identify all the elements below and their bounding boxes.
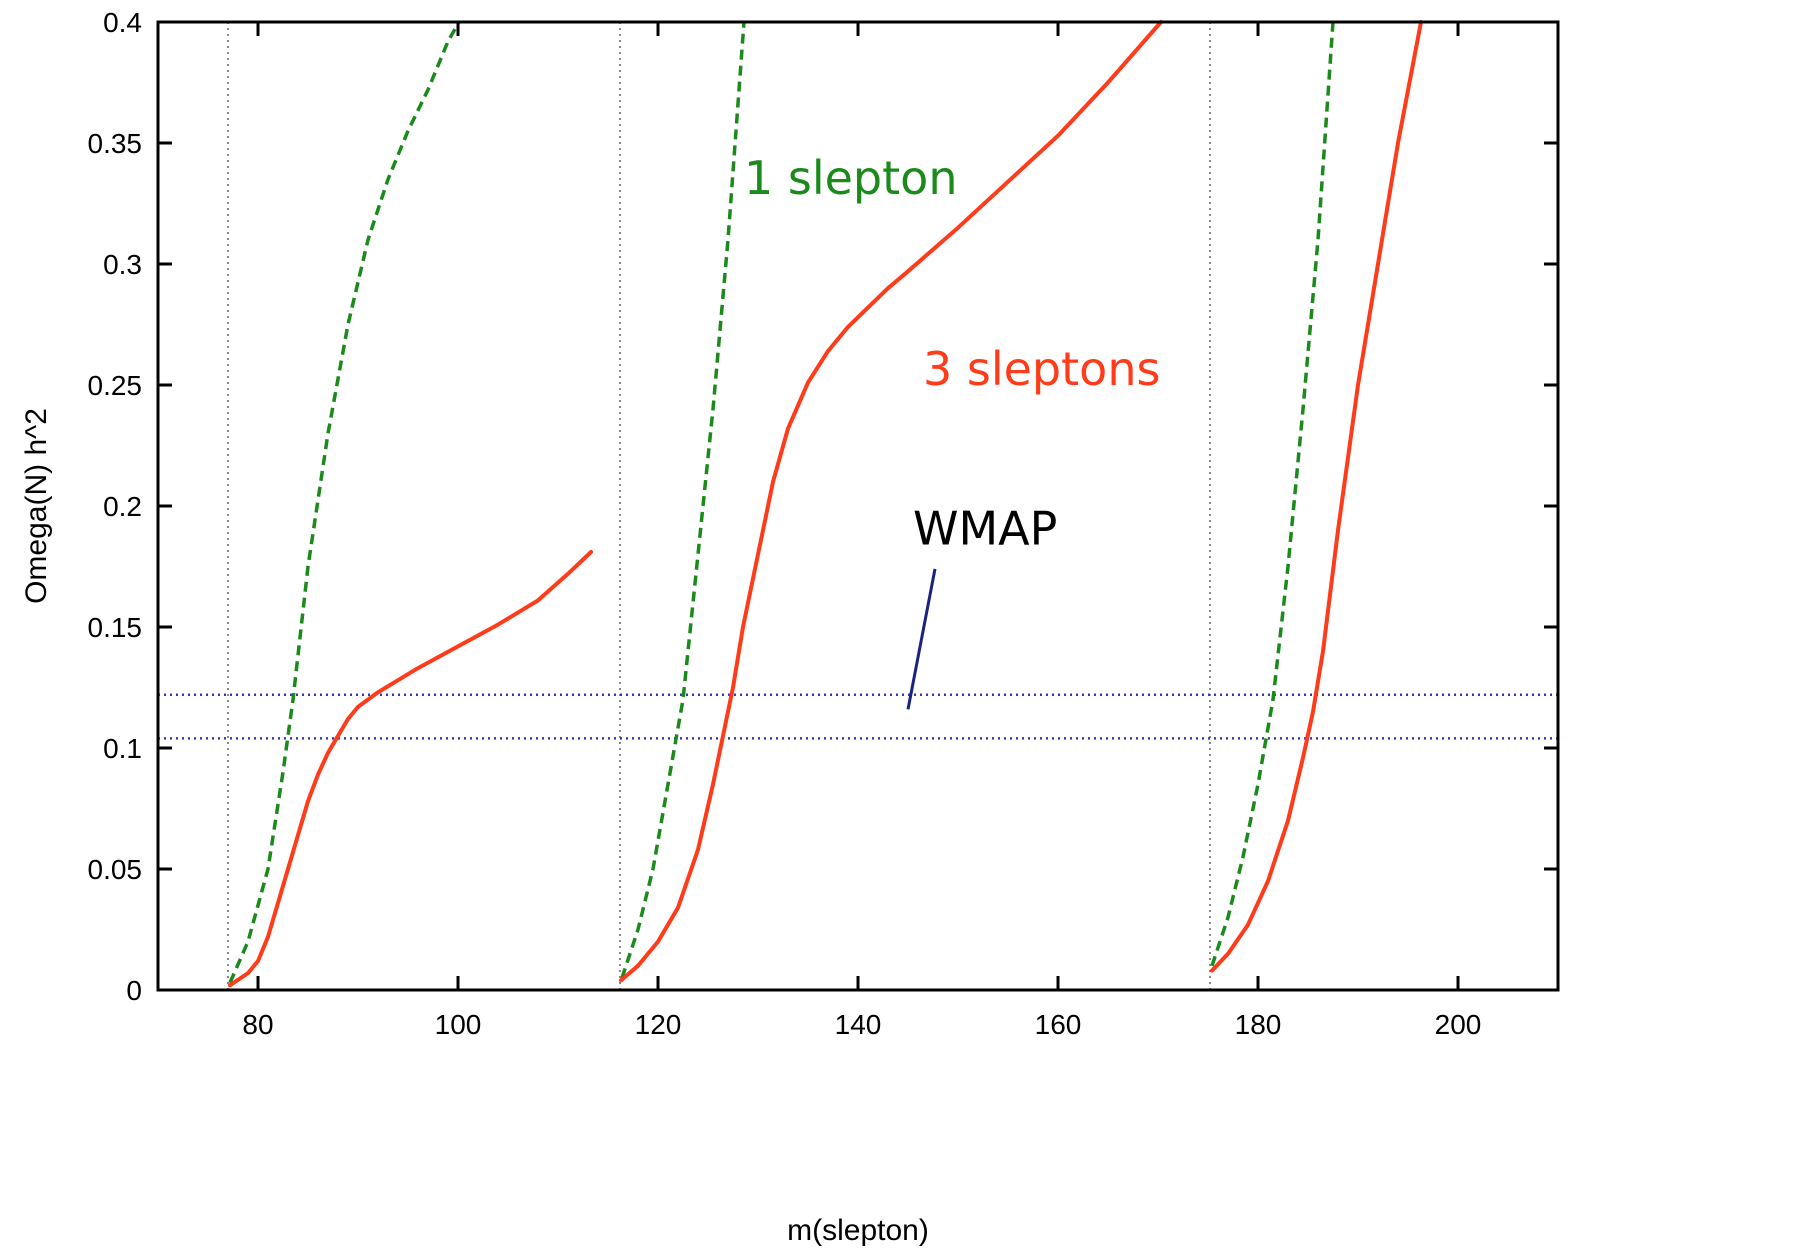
x-tick-label: 140 xyxy=(835,1009,882,1040)
y-tick-label: 0.15 xyxy=(88,612,143,643)
series-one_slepton-segment-1 xyxy=(228,21,461,984)
x-tick-label: 100 xyxy=(435,1009,482,1040)
y-tick-label: 0.35 xyxy=(88,128,143,159)
axis-ticks: 80 100 120 140 160 180 200 0 0.05 0.1 0.15 0.2 0.25 0… xyxy=(88,7,1558,1040)
series-three_sleptons-segment-1 xyxy=(228,550,593,988)
y-tick-label: 0.05 xyxy=(88,854,143,885)
plot-frame xyxy=(156,20,1560,992)
y-tick-label: 0.25 xyxy=(88,370,143,401)
x-tick-label: 180 xyxy=(1235,1009,1282,1040)
x-tick-label: 80 xyxy=(242,1009,273,1040)
wmap-pointer-line xyxy=(906,568,937,710)
plot-area xyxy=(158,20,1558,990)
annotation-one-slepton: 1 slepton xyxy=(744,151,957,205)
y-tick-label: 0.1 xyxy=(103,733,142,764)
series-one_slepton-segment-2 xyxy=(620,21,746,979)
series-one_slepton-segment-3 xyxy=(1210,21,1335,967)
y-tick-label: 0.2 xyxy=(103,491,142,522)
x-tick-label: 120 xyxy=(635,1009,682,1040)
y-tick-label: 0.3 xyxy=(103,249,142,280)
y-tick-label: 0.4 xyxy=(103,7,142,38)
series-three_sleptons-segment-3 xyxy=(1210,20,1423,973)
x-axis-label: m(slepton) xyxy=(787,1214,929,1247)
y-tick-label: 0 xyxy=(126,975,142,1006)
annotation-three-sleptons: 3 sleptons xyxy=(923,342,1160,396)
y-axis-label: Omega(N) h^2 xyxy=(20,408,53,604)
x-tick-label: 160 xyxy=(1035,1009,1082,1040)
annotation-wmap: WMAP xyxy=(913,502,1057,556)
x-tick-label: 200 xyxy=(1435,1009,1482,1040)
series-three_sleptons-segment-2 xyxy=(619,20,1163,983)
